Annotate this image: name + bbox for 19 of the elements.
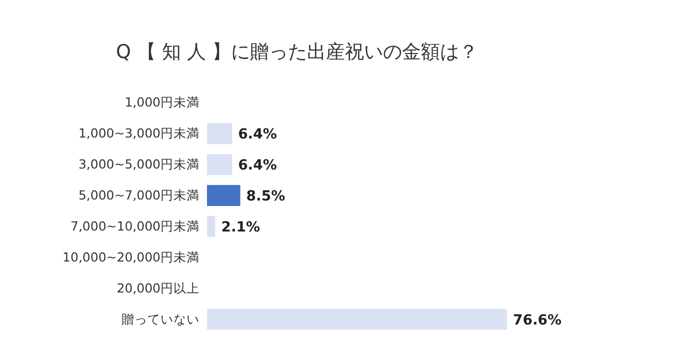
bar [207, 216, 216, 237]
bar [207, 123, 232, 144]
bar [207, 185, 240, 206]
chart-title: Q 【 知 人 】に贈った出産祝いの金額は？ [116, 41, 478, 63]
y-tick-label: 3,000~5,000円未満 [78, 156, 200, 172]
y-tick-label: 10,000~20,000円未満 [62, 249, 200, 264]
data-label: 6.4% [238, 126, 277, 143]
y-tick-label: 7,000~10,000円未満 [70, 218, 200, 234]
y-tick-label: 1,000~3,000円未満 [78, 126, 200, 141]
bar [207, 308, 507, 330]
bar [207, 154, 232, 176]
y-tick-label: 1,000円未満 [124, 94, 200, 110]
y-tick-label: 20,000円以上 [116, 280, 200, 296]
data-label: 6.4% [238, 158, 277, 174]
y-tick-label: 贈っていない [122, 311, 200, 326]
data-label: 2.1% [221, 219, 260, 236]
data-label: 8.5% [246, 188, 286, 205]
data-label: 76.6% [513, 312, 562, 328]
y-tick-label: 5,000~7,000円未満 [78, 188, 200, 203]
